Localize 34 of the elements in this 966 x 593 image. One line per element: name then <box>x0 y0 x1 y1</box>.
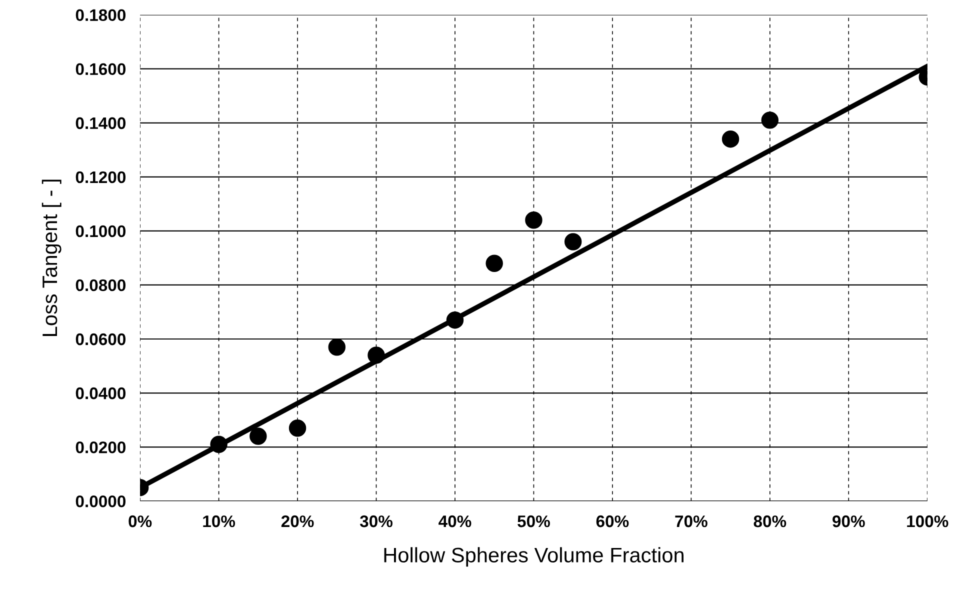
x-tick-label: 80% <box>754 515 786 528</box>
point <box>210 436 228 453</box>
x-tick-label: 10% <box>203 515 236 528</box>
x-tick-label: 70% <box>675 515 708 528</box>
y-tick-label: 0.0600 <box>76 333 126 346</box>
x-tick-label: 0% <box>128 515 152 528</box>
point <box>250 428 267 445</box>
y-tick-label: 0.0000 <box>76 495 126 508</box>
point <box>722 130 740 148</box>
x-tick-label: 40% <box>438 515 472 528</box>
y-tick-label: 0.1400 <box>76 117 126 130</box>
x-tick-label: 60% <box>596 515 629 528</box>
y-tick-label: 0.1200 <box>76 171 126 184</box>
y-tick-label: 0.1000 <box>76 225 126 238</box>
y-tick-label: 0.0200 <box>76 441 126 454</box>
x-tick-label: 30% <box>360 515 392 528</box>
point <box>368 346 385 364</box>
point <box>328 338 346 356</box>
y-tick-label: 0.0800 <box>76 279 126 292</box>
x-axis-title: Hollow Spheres Volume Fraction <box>384 547 684 567</box>
point <box>288 420 306 437</box>
x-tick-label: 20% <box>281 515 314 528</box>
y-tick-label: 0.1800 <box>76 9 126 22</box>
x-tick-label: 100% <box>907 515 948 528</box>
x-tick-label: 90% <box>832 515 865 528</box>
y-axis-title: Loss Tangent [ - ] <box>42 180 62 336</box>
point <box>564 233 582 250</box>
x-tick-label: 50% <box>518 515 550 528</box>
point <box>486 254 503 272</box>
y-tick-label: 0.0400 <box>76 387 126 400</box>
point <box>761 112 779 129</box>
y-tick-label: 0.1600 <box>76 63 126 76</box>
point <box>446 311 464 329</box>
point <box>525 212 542 229</box>
